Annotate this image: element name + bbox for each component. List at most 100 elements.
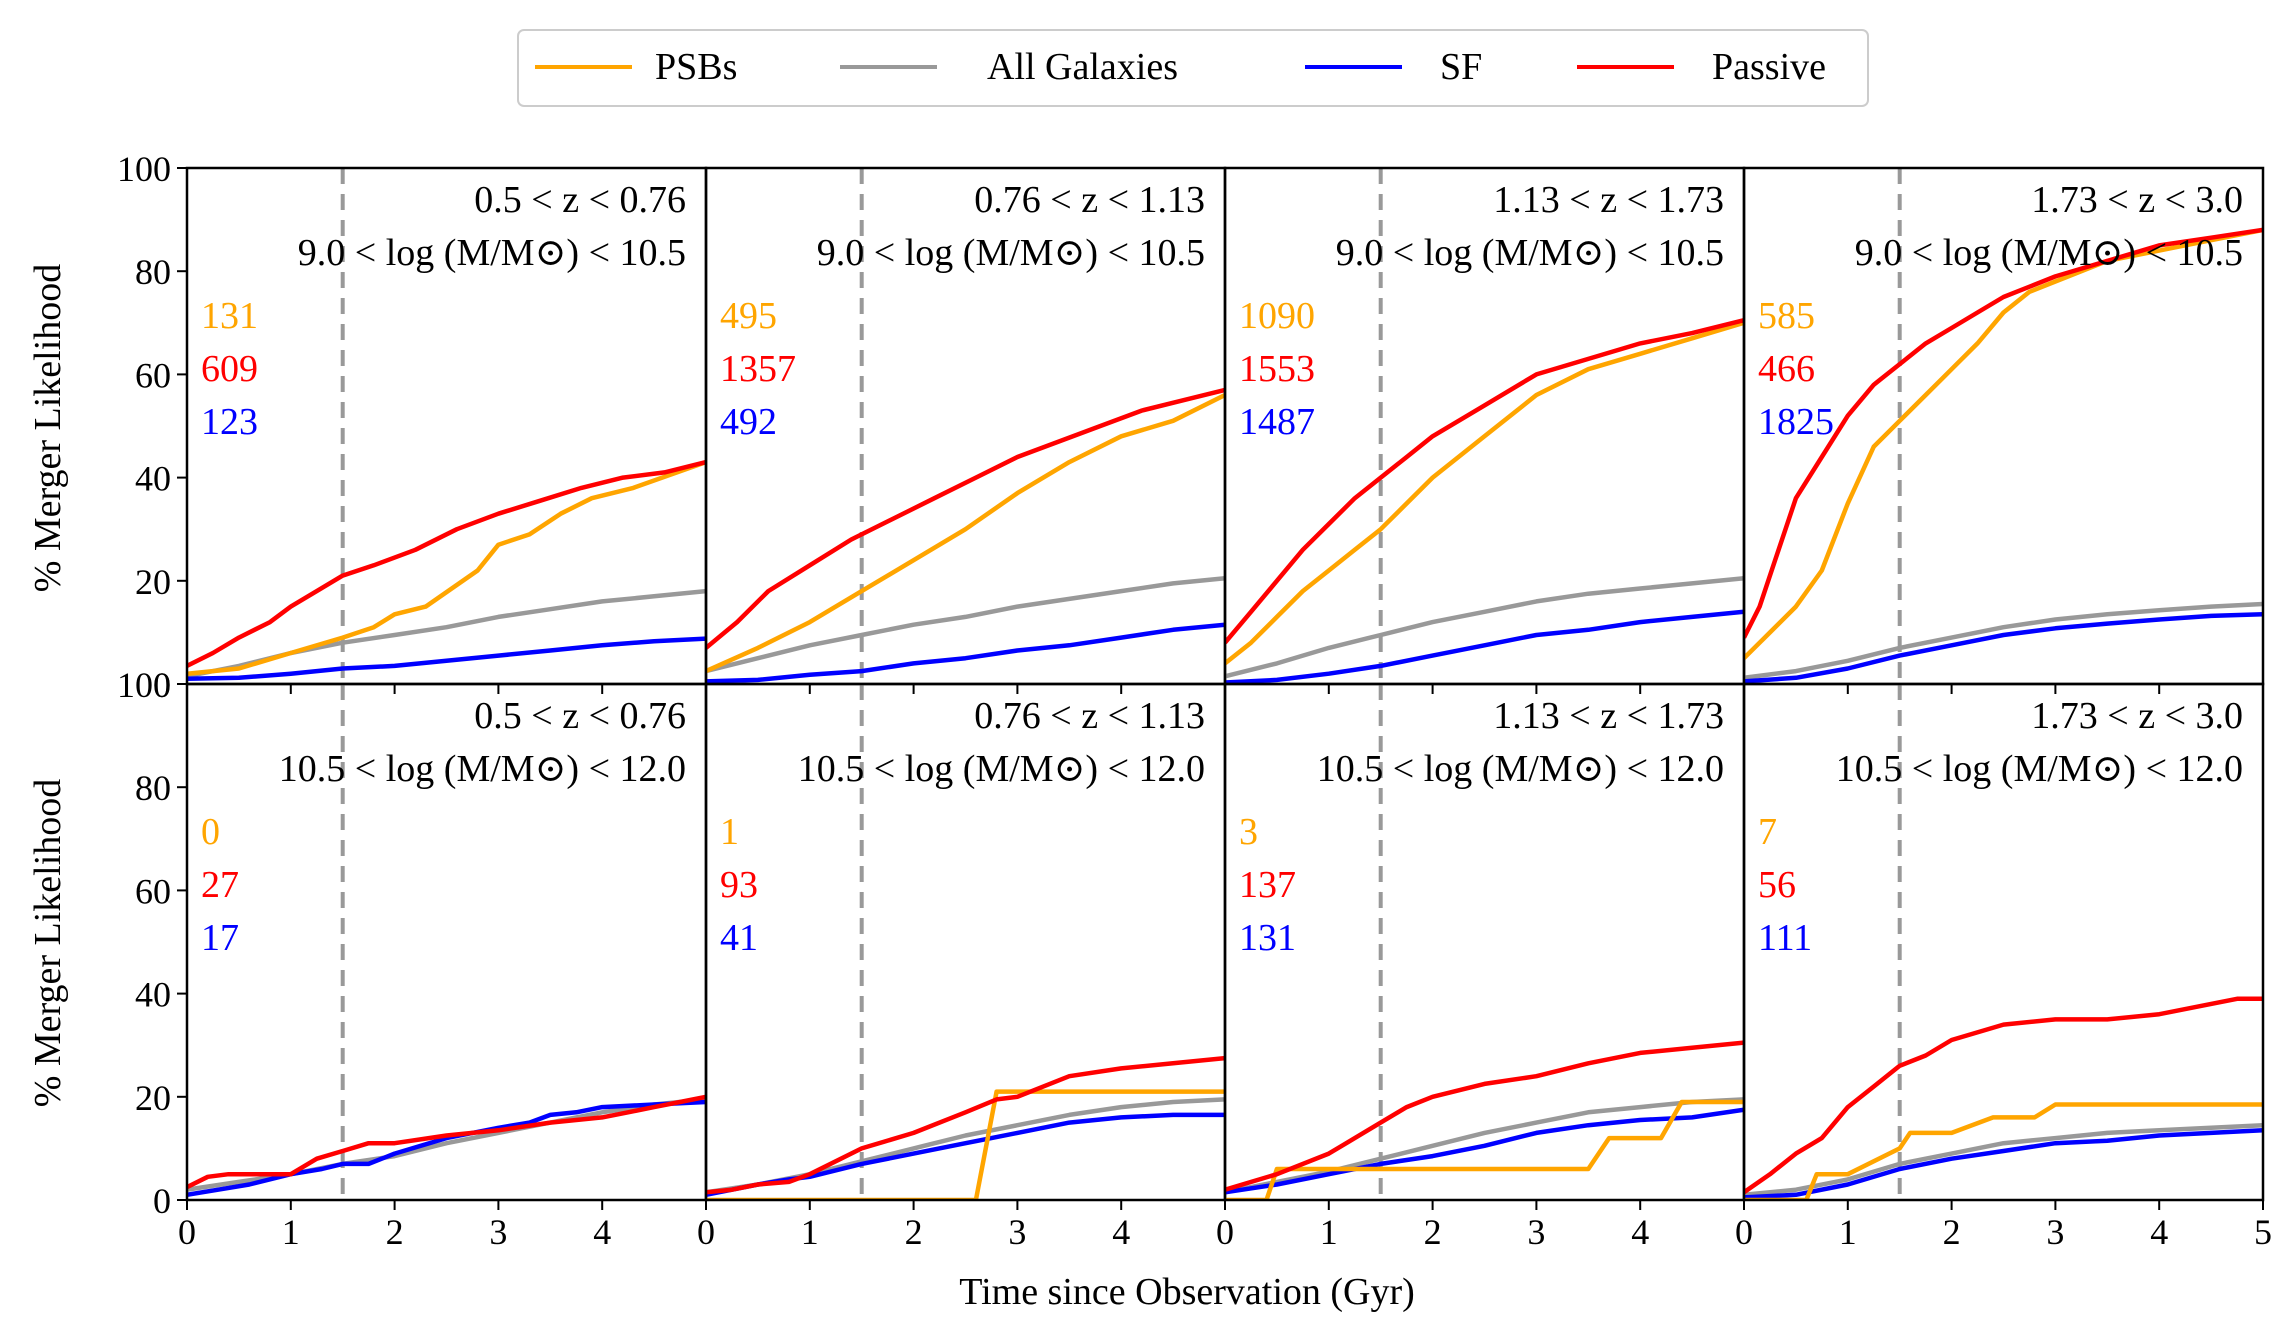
panel-title-z: 0.76 < z < 1.13 bbox=[974, 179, 1205, 221]
legend-label-passive: Passive bbox=[1712, 46, 1826, 88]
count-psb: 131 bbox=[201, 295, 258, 337]
panel-r1-c1: 0 1 2 3 4 0.76 < z < 1.13 10.5 < log (M/M⊙) < … bbox=[697, 682, 1227, 1252]
panel-title-z: 0.5 < z < 0.76 bbox=[474, 179, 686, 221]
series-line-passive bbox=[706, 387, 1225, 650]
series-group bbox=[1744, 996, 2263, 1200]
y-tick-label: 60 bbox=[135, 871, 171, 911]
panel-title-mass: 9.0 < log (M/M⊙) < 10.5 bbox=[298, 232, 686, 274]
legend-label-sf: SF bbox=[1440, 46, 1482, 88]
y-tick-label: 0 bbox=[153, 1181, 171, 1221]
x-tick-label: 1 bbox=[282, 1212, 300, 1252]
series-group bbox=[706, 1055, 1225, 1200]
panel-title-mass: 10.5 < log (M/M⊙) < 12.0 bbox=[279, 748, 686, 790]
series-line-all bbox=[1744, 1122, 2263, 1198]
series-group bbox=[706, 387, 1225, 684]
y-tick-label: 80 bbox=[135, 768, 171, 808]
panel-r0-c2: 1.13 < z < 1.73 9.0 < log (M/M⊙) < 10.5 10… bbox=[1223, 166, 1746, 694]
series-line-passive bbox=[1225, 1040, 1744, 1192]
series-group bbox=[187, 1094, 706, 1198]
count-psb: 1090 bbox=[1239, 295, 1315, 337]
y-tick-label: 20 bbox=[135, 562, 171, 602]
legend-label-psb: PSBs bbox=[655, 46, 737, 88]
series-line-sf bbox=[706, 622, 1225, 684]
count-sf: 17 bbox=[201, 917, 239, 959]
y-axis-label-top: % Merger Likelihood bbox=[27, 264, 69, 593]
panel-title-z: 1.13 < z < 1.73 bbox=[1493, 179, 1724, 221]
count-psb: 3 bbox=[1239, 811, 1258, 853]
panel-title-mass: 9.0 < log (M/M⊙) < 10.5 bbox=[817, 232, 1205, 274]
x-axis-label: Time since Observation (Gyr) bbox=[959, 1271, 1415, 1313]
series-line-passive bbox=[1225, 318, 1744, 645]
y-tick-label: 40 bbox=[135, 975, 171, 1015]
x-tick-label: 3 bbox=[1008, 1212, 1026, 1252]
x-tick-label: 4 bbox=[2150, 1212, 2168, 1252]
series-line-passive bbox=[187, 1094, 706, 1190]
x-tick-label: 1 bbox=[801, 1212, 819, 1252]
legend-item-all: All Galaxies bbox=[840, 46, 1178, 88]
panel-title-mass: 9.0 < log (M/M⊙) < 10.5 bbox=[1336, 232, 1724, 274]
series-line-all bbox=[1225, 1097, 1744, 1195]
count-sf: 41 bbox=[720, 917, 758, 959]
panel-title-mass: 9.0 < log (M/M⊙) < 10.5 bbox=[1855, 232, 2243, 274]
series-line-psb bbox=[1225, 320, 1744, 666]
y-tick-label: 0 bbox=[153, 665, 171, 705]
series-line-all bbox=[706, 575, 1225, 674]
count-passive: 1357 bbox=[720, 348, 796, 390]
legend-item-psb: PSBs bbox=[535, 46, 737, 88]
series-group bbox=[1225, 318, 1744, 684]
x-tick-label: 2 bbox=[905, 1212, 923, 1252]
series-line-sf bbox=[1744, 1128, 2263, 1200]
count-passive: 27 bbox=[201, 864, 239, 906]
panel-title-z: 0.76 < z < 1.13 bbox=[974, 695, 1205, 737]
series-line-sf bbox=[187, 1099, 706, 1198]
x-tick-label: 3 bbox=[489, 1212, 507, 1252]
panel-title-z: 1.13 < z < 1.73 bbox=[1493, 695, 1724, 737]
y-tick-label: 100 bbox=[117, 665, 171, 705]
panel-frame bbox=[1742, 682, 2265, 1202]
panel-r0-c3: 1.73 < z < 3.0 9.0 < log (M/M⊙) < 10.5 585… bbox=[1742, 166, 2265, 694]
x-tick-label: 3 bbox=[2046, 1212, 2064, 1252]
legend: PSBs All Galaxies SF Passive bbox=[517, 29, 1869, 107]
series-line-passive bbox=[187, 459, 706, 668]
count-psb: 585 bbox=[1758, 295, 1815, 337]
series-line-psb bbox=[706, 392, 1225, 674]
x-tick-label: 0 bbox=[1216, 1212, 1234, 1252]
count-psb: 495 bbox=[720, 295, 777, 337]
x-tick-label: 5 bbox=[2254, 1212, 2272, 1252]
count-passive: 56 bbox=[1758, 864, 1796, 906]
series-line-passive bbox=[706, 1055, 1225, 1195]
x-tick-label: 1 bbox=[1839, 1212, 1857, 1252]
x-tick-label: 2 bbox=[1943, 1212, 1961, 1252]
series-line-all bbox=[1225, 575, 1744, 679]
count-passive: 609 bbox=[201, 348, 258, 390]
x-tick-label: 2 bbox=[386, 1212, 404, 1252]
legend-label-all: All Galaxies bbox=[987, 46, 1178, 88]
count-sf: 131 bbox=[1239, 917, 1296, 959]
series-line-sf bbox=[187, 636, 706, 682]
count-passive: 137 bbox=[1239, 864, 1296, 906]
count-psb: 7 bbox=[1758, 811, 1777, 853]
panel-r0-c1: 0.76 < z < 1.13 9.0 < log (M/M⊙) < 10.5 49… bbox=[704, 166, 1227, 694]
x-tick-label: 0 bbox=[1735, 1212, 1753, 1252]
count-psb: 1 bbox=[720, 811, 739, 853]
series-line-sf bbox=[1225, 1107, 1744, 1195]
panel-title-mass: 10.5 < log (M/M⊙) < 12.0 bbox=[1317, 748, 1724, 790]
series-line-all bbox=[1744, 601, 2263, 681]
series-line-passive bbox=[1744, 227, 2263, 639]
series-line-sf bbox=[1225, 609, 1744, 684]
series-group bbox=[1225, 1040, 1744, 1200]
y-axis-label-bottom: % Merger Likelihood bbox=[27, 779, 69, 1108]
panel-title-z: 1.73 < z < 3.0 bbox=[2031, 695, 2243, 737]
count-sf: 492 bbox=[720, 401, 777, 443]
legend-item-passive: Passive bbox=[1577, 46, 1826, 88]
count-psb: 0 bbox=[201, 811, 220, 853]
series-line-psb bbox=[1744, 1102, 2263, 1200]
y-tick-label: 80 bbox=[135, 252, 171, 292]
count-sf: 111 bbox=[1758, 917, 1812, 959]
count-sf: 1487 bbox=[1239, 401, 1315, 443]
panel-r1-c3: 0 1 2 3 4 5 1.73 < z < 3.0 10.5 < log (M/M⊙) < … bbox=[1735, 682, 2272, 1252]
series-line-passive bbox=[1744, 996, 2263, 1195]
